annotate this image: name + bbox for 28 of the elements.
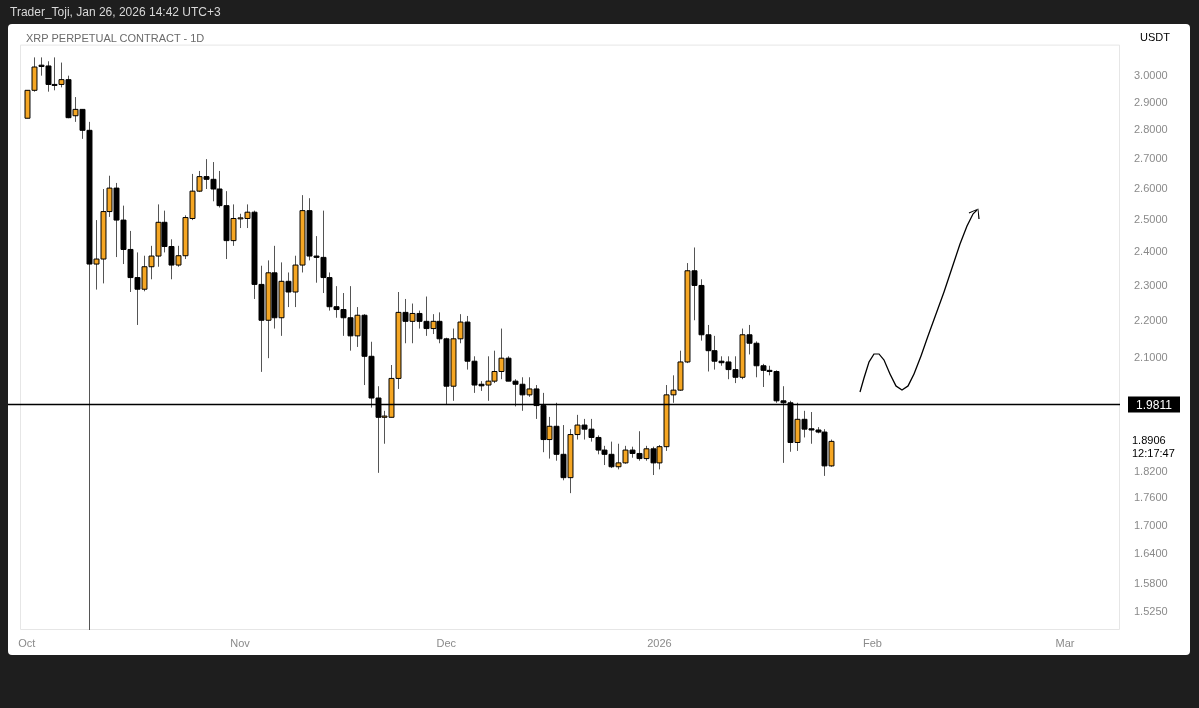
y-tick-label: 1.5800 [1134,576,1168,589]
y-tick-label: 2.6000 [1134,182,1168,195]
y-axis-title: USDT [1140,31,1171,44]
y-tick-label: 2.3000 [1134,279,1168,292]
chart-title: XRP PERPETUAL CONTRACT - 1D [26,32,205,44]
y-tick-label: 1.5250 [1134,604,1168,617]
text: Trader_Toji, Jan 26, 2026 14:42 UTC+3 [10,5,221,19]
text: 12:17:47 [1132,447,1175,460]
y-tick-label: 1.7600 [1134,491,1168,504]
y-tick-label: 2.2000 [1134,314,1168,327]
y-tick-label: 1.6400 [1134,547,1168,560]
x-tick-label: Oct [18,636,36,649]
y-tick-label: 2.5000 [1134,213,1168,226]
x-tick-label: 2026 [647,636,672,649]
y-tick-label: 2.1000 [1134,351,1168,364]
text: 1.8906 [1132,434,1166,447]
x-tick-label: Nov [230,636,251,649]
y-tick-label: 2.4000 [1134,245,1168,258]
y-tick-label: 2.9000 [1134,95,1168,108]
x-tick-label: Mar [1055,636,1075,649]
x-tick-label: Feb [863,636,882,649]
y-tick-label: 2.8000 [1134,123,1168,136]
y-tick-label: 1.7000 [1134,518,1168,531]
y-tick-label: 1.8200 [1134,464,1168,477]
y-tick-label: 3.0000 [1134,68,1168,81]
ref-line-label: 1.9811 [1136,397,1173,412]
y-tick-label: 2.7000 [1134,152,1168,165]
x-tick-label: Dec [436,636,457,649]
